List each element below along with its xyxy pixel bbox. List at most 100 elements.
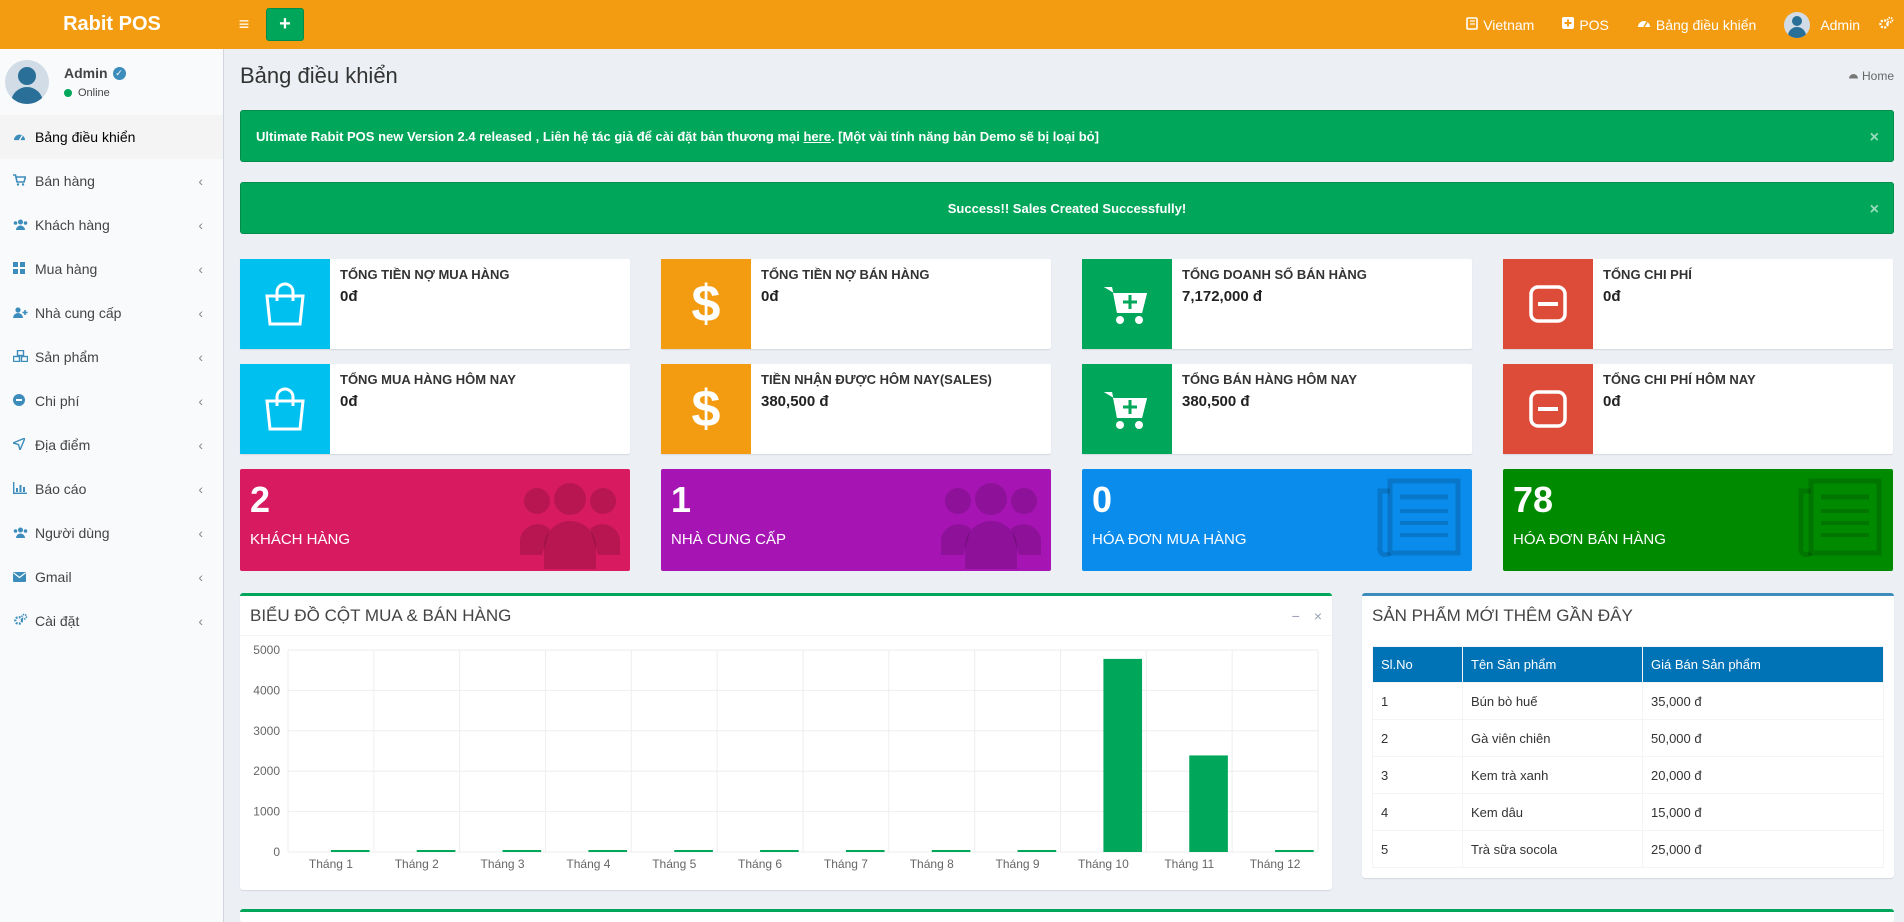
table-cell: Kem dâu bbox=[1462, 793, 1643, 831]
plus-square-icon bbox=[1562, 17, 1575, 32]
table-row: 5 Trà sữa socola 25,000 đ bbox=[1372, 830, 1884, 868]
info-box-value: 0đ bbox=[1603, 393, 1621, 410]
sidebar-item-suppliers[interactable]: Nhà cung cấp ‹ bbox=[0, 291, 223, 335]
sidebar-item-expenses[interactable]: Chi phí ‹ bbox=[0, 379, 223, 423]
purchase-sales-bar-chart: 0 1000 2000 3000 4000 5000 Tháng 1 Tháng 2 Tháng… bbox=[253, 643, 1319, 871]
info-box: Tổng mua hàng hôm nay 0đ bbox=[240, 364, 630, 454]
chevron-left-icon: ‹ bbox=[198, 217, 203, 233]
user-plus-icon bbox=[13, 306, 35, 321]
recent-products-box: SẢN PHẨM MỚI THÊM GẦN ĐÂY Sl.No Tên Sản … bbox=[1362, 593, 1894, 878]
breadcrumb-home[interactable]: Home bbox=[1861, 69, 1894, 83]
bar[interactable] bbox=[760, 850, 799, 852]
info-box-label: Tổng tiền nợ bán hàng bbox=[761, 267, 930, 282]
brand-logo[interactable]: Rabit POS bbox=[63, 13, 161, 35]
chevron-left-icon: ‹ bbox=[198, 613, 203, 629]
sidebar-item-customers[interactable]: Khách hàng ‹ bbox=[0, 203, 223, 247]
sidebar-item-gmail[interactable]: Gmail ‹ bbox=[0, 555, 223, 599]
bar[interactable] bbox=[931, 850, 971, 852]
x-tick-label: Tháng 10 bbox=[1078, 857, 1129, 871]
sidebar-item-label: Người dùng bbox=[35, 525, 110, 541]
x-tick-label: Tháng 3 bbox=[481, 857, 525, 871]
bar[interactable] bbox=[674, 850, 713, 852]
bar[interactable] bbox=[1017, 850, 1057, 852]
breadcrumb[interactable]: Home bbox=[1848, 69, 1894, 83]
info-box-label: Tổng mua hàng hôm nay bbox=[340, 372, 516, 387]
user-menu-label: Admin bbox=[1820, 16, 1860, 33]
quick-add-button[interactable]: + bbox=[266, 8, 304, 41]
user-menu[interactable]: Admin bbox=[1770, 0, 1874, 49]
sidebar-item-label: Nhà cung cấp bbox=[35, 305, 122, 321]
sidebar-item-label: Cài đặt bbox=[35, 613, 80, 629]
table-cell: 1 bbox=[1372, 682, 1463, 720]
top-navbar: Rabit POS ≡ + Vietnam POS Bảng điều khiể… bbox=[0, 0, 1904, 49]
info-box: Tổng chi phí 0đ bbox=[1503, 259, 1893, 349]
sidebar-user-panel: Admin ✓ Online bbox=[0, 49, 223, 115]
y-tick-label: 2000 bbox=[253, 764, 280, 778]
minus-square-icon bbox=[1503, 364, 1593, 454]
close-icon[interactable]: × bbox=[1869, 129, 1879, 146]
chevron-left-icon: ‹ bbox=[198, 481, 203, 497]
bar[interactable] bbox=[845, 850, 885, 852]
bar[interactable] bbox=[1103, 658, 1143, 852]
sidebar-avatar bbox=[5, 60, 49, 104]
sidebar-item-purchases[interactable]: Mua hàng ‹ bbox=[0, 247, 223, 291]
table-cell: 15,000 đ bbox=[1642, 793, 1884, 831]
success-text: Success!! Sales Created Successfully! bbox=[947, 200, 1187, 216]
chevron-left-icon: ‹ bbox=[198, 305, 203, 321]
sidebar-item-label: Mua hàng bbox=[35, 261, 98, 277]
sidebar-item-dashboard[interactable]: Bảng điều khiển bbox=[0, 115, 223, 159]
success-alert: Success!! Sales Created Successfully! × bbox=[240, 182, 1894, 234]
shopping-bag-icon bbox=[240, 364, 330, 454]
table-row: 3 Kem trà xanh 20,000 đ bbox=[1372, 756, 1884, 794]
chevron-left-icon: ‹ bbox=[198, 569, 203, 585]
table-cell: 5 bbox=[1372, 830, 1463, 868]
release-text-prefix: Ultimate Rabit POS new Version 2.4 relea… bbox=[256, 128, 804, 144]
bar[interactable] bbox=[330, 850, 370, 852]
close-icon[interactable]: × bbox=[1869, 201, 1879, 218]
small-box-label: HÓA ĐƠN MUA HÀNG bbox=[1092, 531, 1247, 548]
sidebar-item-products[interactable]: Sản phẩm ‹ bbox=[0, 335, 223, 379]
sidebar-user-status: Online bbox=[64, 87, 126, 99]
bar[interactable] bbox=[502, 850, 542, 852]
small-box-number: 1 bbox=[671, 479, 692, 520]
dashboard-link[interactable]: Bảng điều khiển bbox=[1623, 0, 1770, 49]
table-row: 1 Bún bò huế 35,000 đ bbox=[1372, 682, 1884, 720]
small-box[interactable]: 78 HÓA ĐƠN BÁN HÀNG bbox=[1503, 469, 1893, 571]
info-box: $ Tổng tiền nợ bán hàng 0đ bbox=[661, 259, 1051, 349]
chevron-left-icon: ‹ bbox=[198, 349, 203, 365]
pos-link[interactable]: POS bbox=[1548, 0, 1623, 49]
info-box-value: 0đ bbox=[340, 288, 358, 305]
sidebar-item-settings[interactable]: Cài đặt ‹ bbox=[0, 599, 223, 643]
sidebar-item-label: Khách hàng bbox=[35, 217, 110, 233]
sidebar-item-users[interactable]: Người dùng ‹ bbox=[0, 511, 223, 555]
dollar-icon: $ bbox=[661, 364, 751, 454]
language-link[interactable]: Vietnam bbox=[1452, 0, 1548, 49]
sidebar-item-sales[interactable]: Bán hàng ‹ bbox=[0, 159, 223, 203]
release-link[interactable]: here bbox=[803, 128, 831, 144]
bar[interactable] bbox=[1189, 755, 1228, 852]
bar[interactable] bbox=[416, 850, 456, 852]
bar-chart-icon bbox=[12, 481, 35, 497]
sidebar-toggle-button[interactable]: ≡ bbox=[224, 0, 264, 49]
dashboard-icon bbox=[1848, 69, 1859, 83]
table-cell: 4 bbox=[1372, 793, 1463, 831]
bar[interactable] bbox=[588, 850, 628, 852]
small-box[interactable]: 1 NHÀ CUNG CẤP bbox=[661, 469, 1051, 571]
cart-plus-icon bbox=[1082, 259, 1172, 349]
release-alert: Ultimate Rabit POS new Version 2.4 relea… bbox=[240, 110, 1894, 162]
y-tick-label: 5000 bbox=[253, 643, 280, 657]
products-table-wrap: Sl.No Tên Sản phẩm Giá Bán Sản phẩm 1 Bún… bbox=[1362, 636, 1894, 868]
minimize-button[interactable]: − bbox=[1291, 607, 1300, 624]
chart-box-title: BIỂU ĐỒ CỘT MUA & BÁN HÀNG bbox=[250, 605, 512, 625]
x-tick-label: Tháng 7 bbox=[824, 857, 868, 871]
language-label: Vietnam bbox=[1483, 16, 1535, 33]
small-box[interactable]: 0 HÓA ĐƠN MUA HÀNG bbox=[1082, 469, 1472, 571]
bar[interactable] bbox=[1275, 850, 1314, 852]
small-box[interactable]: 2 KHÁCH HÀNG bbox=[240, 469, 630, 571]
sidebar-item-locations[interactable]: Địa điểm ‹ bbox=[0, 423, 223, 467]
release-text-suffix: . [Một vài tính năng bản Demo sẽ bị loại… bbox=[830, 128, 1099, 144]
sidebar-item-reports[interactable]: Báo cáo ‹ bbox=[0, 467, 223, 511]
control-sidebar-toggle[interactable] bbox=[1874, 0, 1904, 49]
remove-button[interactable]: × bbox=[1313, 607, 1322, 624]
info-box-value: 7,172,000 đ bbox=[1182, 288, 1263, 305]
